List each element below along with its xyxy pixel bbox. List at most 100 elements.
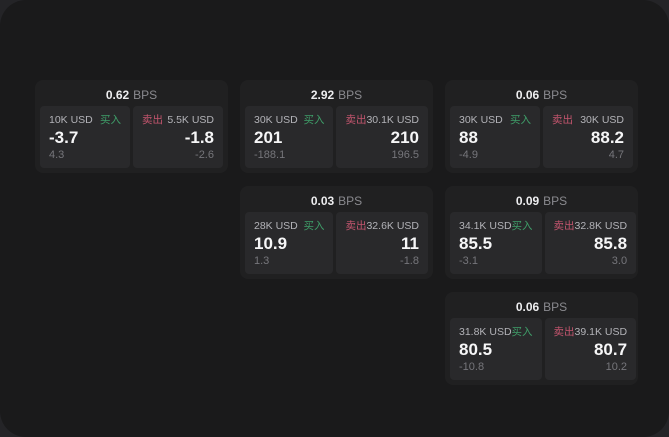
buy-price: 201 [254, 128, 283, 147]
sell-size: 30K USD [580, 114, 624, 126]
spread-value: 0.06 [515, 300, 540, 314]
sell-panel[interactable]: 卖出 30.1K USD 210 196.5 [336, 106, 428, 168]
buy-label: 买入 [511, 326, 533, 338]
spread-value: 0.06 [515, 88, 540, 102]
sell-price: 210 [390, 128, 419, 147]
buy-size: 10K USD [49, 114, 93, 126]
sell-delta: 10.2 [605, 361, 628, 373]
sell-panel-top: 卖出 39.1K USD [554, 326, 628, 338]
sell-price: -1.8 [184, 128, 214, 147]
buy-panel-top: 10K USD 买入 [49, 114, 121, 126]
buy-price: 85.5 [459, 234, 493, 253]
buy-label: 买入 [511, 220, 533, 232]
spread-header: 0.03 BPS [245, 190, 428, 212]
spread-unit: BPS [133, 88, 158, 102]
quote-card: 0.06 BPS 31.8K USD 买入 80.5 -10.8 卖出 39.1K… [445, 292, 638, 385]
spread-unit: BPS [543, 194, 568, 208]
buy-panel-top: 34.1K USD 买入 [459, 220, 533, 232]
quote-card: 2.92 BPS 30K USD 买入 201 -188.1 卖出 30.1K U… [240, 80, 433, 173]
buy-delta: -4.9 [459, 149, 478, 161]
buy-size: 28K USD [254, 220, 298, 232]
buy-price: 88 [459, 128, 478, 147]
quote-panels: 34.1K USD 买入 85.5 -3.1 卖出 32.8K USD 85.8… [450, 212, 637, 274]
sell-price: 80.7 [593, 340, 628, 359]
quote-panels: 30K USD 买入 201 -188.1 卖出 30.1K USD 210 1… [245, 106, 428, 168]
sell-panel[interactable]: 卖出 32.6K USD 11 -1.8 [336, 212, 428, 274]
quote-card: 0.03 BPS 28K USD 买入 10.9 1.3 卖出 32.6K USD [240, 186, 433, 279]
spread-unit: BPS [338, 194, 363, 208]
buy-label: 买入 [303, 220, 325, 232]
buy-panel[interactable]: 30K USD 买入 201 -188.1 [245, 106, 334, 168]
spread-header: 0.06 BPS [450, 296, 633, 318]
buy-label: 买入 [510, 114, 531, 126]
sell-panel[interactable]: 卖出 32.8K USD 85.8 3.0 [544, 212, 637, 274]
quote-card: 0.09 BPS 34.1K USD 买入 85.5 -3.1 卖出 32.8K … [445, 186, 638, 279]
buy-price: -3.7 [49, 128, 79, 147]
sell-panel-top: 卖出 30.1K USD [345, 114, 419, 126]
sell-delta: -2.6 [195, 149, 214, 161]
sell-panel[interactable]: 卖出 30K USD 88.2 4.7 [543, 106, 633, 168]
sell-label: 卖出 [142, 114, 163, 126]
buy-panel[interactable]: 28K USD 买入 10.9 1.3 [245, 212, 334, 274]
buy-price: 80.5 [459, 340, 493, 359]
buy-label: 买入 [100, 114, 121, 126]
sell-panel[interactable]: 卖出 39.1K USD 80.7 10.2 [544, 318, 637, 380]
sell-price: 11 [401, 234, 419, 253]
sell-label: 卖出 [345, 220, 367, 232]
sell-price: 88.2 [590, 128, 624, 147]
quote-panels: 31.8K USD 买入 80.5 -10.8 卖出 39.1K USD 80.… [450, 318, 637, 380]
buy-delta: 1.3 [254, 255, 270, 267]
buy-size: 34.1K USD [459, 220, 512, 232]
buy-delta: -188.1 [254, 149, 286, 161]
sell-label: 卖出 [553, 326, 575, 338]
sell-label: 卖出 [553, 220, 575, 232]
spread-value: 0.09 [515, 194, 540, 208]
buy-panel[interactable]: 30K USD 买入 88 -4.9 [450, 106, 540, 168]
sell-delta: -1.8 [400, 255, 419, 267]
buy-panel[interactable]: 10K USD 买入 -3.7 4.3 [40, 106, 130, 168]
sell-label: 卖出 [552, 114, 573, 126]
spread-unit: BPS [338, 88, 363, 102]
quote-panels: 10K USD 买入 -3.7 4.3 卖出 5.5K USD -1.8 -2.… [40, 106, 223, 168]
sell-panel-top: 卖出 32.6K USD [345, 220, 419, 232]
sell-panel-top: 卖出 5.5K USD [142, 114, 214, 126]
sell-label: 卖出 [345, 114, 367, 126]
buy-label: 买入 [303, 114, 325, 126]
buy-size: 30K USD [459, 114, 503, 126]
buy-panel[interactable]: 34.1K USD 买入 85.5 -3.1 [450, 212, 542, 274]
quote-panels: 30K USD 买入 88 -4.9 卖出 30K USD 88.2 4.7 [450, 106, 633, 168]
sell-panel-top: 卖出 30K USD [552, 114, 624, 126]
spread-unit: BPS [543, 300, 568, 314]
sell-size: 5.5K USD [167, 114, 214, 126]
quote-card: 0.62 BPS 10K USD 买入 -3.7 4.3 卖出 5.5K USD [35, 80, 228, 173]
sell-size: 32.8K USD [574, 220, 628, 232]
buy-panel-top: 30K USD 买入 [459, 114, 531, 126]
sell-delta: 4.7 [608, 149, 624, 161]
buy-delta: 4.3 [49, 149, 65, 161]
buy-size: 31.8K USD [459, 326, 512, 338]
sell-size: 30.1K USD [366, 114, 419, 126]
spread-header: 2.92 BPS [245, 84, 428, 106]
quote-panels: 28K USD 买入 10.9 1.3 卖出 32.6K USD 11 -1.8 [245, 212, 428, 274]
spread-value: 2.92 [310, 88, 335, 102]
buy-panel-top: 30K USD 买入 [254, 114, 324, 126]
sell-price: 85.8 [593, 234, 628, 253]
sell-size: 32.6K USD [366, 220, 419, 232]
buy-panel[interactable]: 31.8K USD 买入 80.5 -10.8 [450, 318, 542, 380]
buy-size: 30K USD [254, 114, 298, 126]
spread-unit: BPS [543, 88, 568, 102]
buy-price: 10.9 [254, 234, 288, 253]
buy-delta: -10.8 [459, 361, 485, 373]
buy-panel-top: 28K USD 买入 [254, 220, 324, 232]
sell-size: 39.1K USD [574, 326, 628, 338]
sell-delta: 3.0 [611, 255, 628, 267]
spread-value: 0.03 [310, 194, 335, 208]
quotes-grid: 0.62 BPS 10K USD 买入 -3.7 4.3 卖出 5.5K USD [35, 80, 669, 385]
spread-header: 0.62 BPS [40, 84, 223, 106]
quote-card: 0.06 BPS 30K USD 买入 88 -4.9 卖出 30K USD [445, 80, 638, 173]
buy-delta: -3.1 [459, 255, 478, 267]
sell-panel[interactable]: 卖出 5.5K USD -1.8 -2.6 [133, 106, 223, 168]
buy-panel-top: 31.8K USD 买入 [459, 326, 533, 338]
spread-header: 0.06 BPS [450, 84, 633, 106]
